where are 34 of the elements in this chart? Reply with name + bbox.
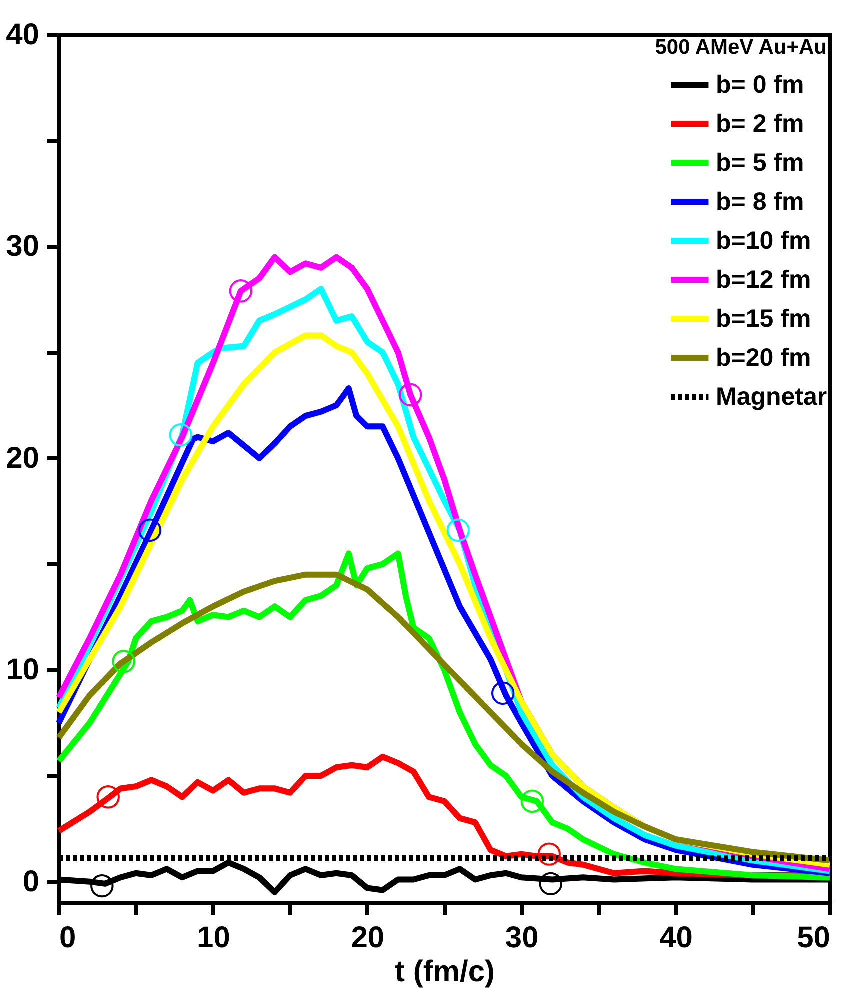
legend-label: b= 8 fm: [716, 188, 804, 216]
point: [169, 424, 192, 447]
x-tick-label: 30: [505, 922, 539, 954]
x-tick-label: 0: [60, 922, 76, 954]
legend-label: b=12 fm: [716, 266, 812, 294]
y-tick-label: 40: [6, 18, 40, 52]
point: [446, 518, 470, 542]
point: [491, 682, 515, 705]
x-tick-label: 50: [797, 922, 830, 954]
x-axis-title: t (fm/c): [395, 956, 495, 988]
legend-label: b= 5 fm: [716, 149, 804, 177]
y-tick-label: 20: [6, 442, 40, 475]
point: [112, 650, 136, 674]
point: [539, 872, 563, 896]
point: [90, 874, 114, 898]
y-tick-label: 0: [22, 865, 40, 898]
legend-label: b= 0 fm: [716, 71, 804, 99]
point: [520, 790, 544, 813]
x-tick-label: 10: [197, 922, 230, 954]
point: [538, 842, 561, 866]
point: [398, 383, 422, 406]
legend-label: b=20 fm: [716, 344, 812, 372]
y-tick-label: 30: [6, 230, 40, 264]
legend-label: b=15 fm: [716, 305, 812, 333]
point: [96, 786, 120, 809]
x-tick-label: 20: [351, 922, 385, 954]
y-tick-label: 10: [6, 654, 40, 687]
legend-label: Magnetar: [716, 383, 828, 411]
point: [138, 518, 162, 542]
legend-label: b=10 fm: [716, 227, 812, 255]
legend-label: b= 2 fm: [716, 110, 804, 138]
legend-title: 500 AMeV Au+Au: [655, 36, 827, 59]
x-tick-label: 40: [660, 922, 693, 954]
point: [229, 280, 253, 303]
